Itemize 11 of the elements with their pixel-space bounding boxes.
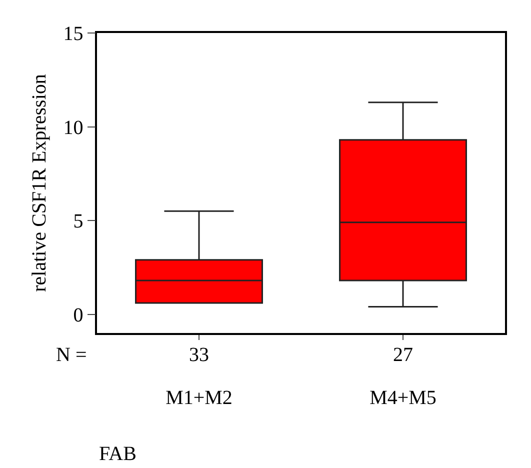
x-tick-label: M4+M5 (370, 386, 436, 409)
text: N = (56, 344, 87, 366)
text: 33 (189, 344, 209, 366)
y-tick-label: 15 (63, 23, 84, 45)
y-tick-label: 10 (63, 116, 84, 139)
y-tick-label: 0 (73, 304, 84, 326)
x-axis-title: FAB (99, 443, 136, 465)
text: 27 (393, 344, 413, 366)
x-tick-label: M1+M2 (166, 386, 232, 409)
y-tick-label: 5 (73, 210, 84, 232)
y-axis-title: relative CSF1R Expression (28, 74, 50, 292)
